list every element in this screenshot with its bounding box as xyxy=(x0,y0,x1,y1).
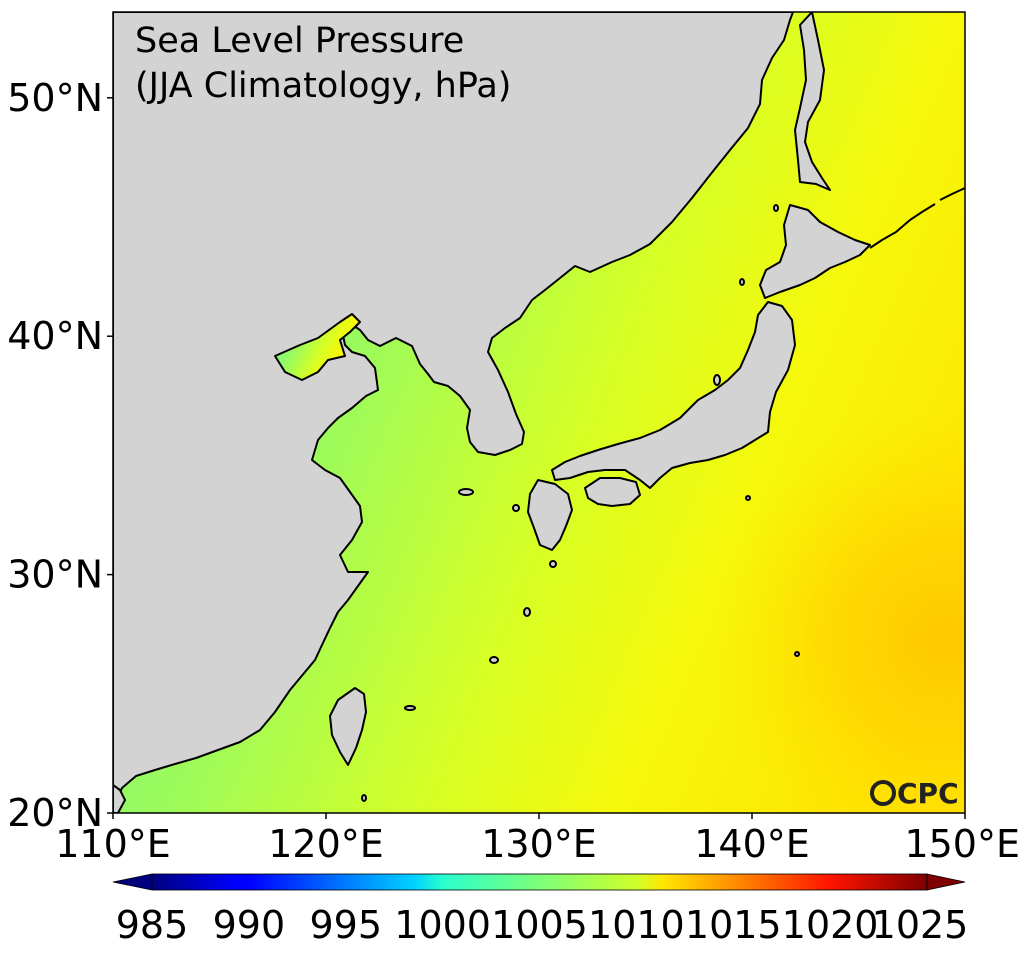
colorbar-tick-label: 1025 xyxy=(872,903,969,947)
lon-tick-label: 150°E xyxy=(904,822,1020,866)
lon-tick-label: 130°E xyxy=(481,822,597,866)
colorbar-tick-label: 1005 xyxy=(491,903,588,947)
sakhalin-island xyxy=(794,12,831,191)
colorbar-min-extension xyxy=(112,873,153,891)
colorbar-max-extension xyxy=(926,873,966,891)
cpc-logo: CPC xyxy=(870,777,959,810)
cpc-logo-text: CPC xyxy=(897,777,959,810)
lat-tick-label: 50°N xyxy=(7,76,103,120)
taiwan-island xyxy=(329,687,367,766)
small-islands xyxy=(361,204,800,802)
land-masses xyxy=(113,12,965,813)
map-title-line2: (JJA Climatology, hPa) xyxy=(135,66,511,106)
colorbar-tick-label: 985 xyxy=(116,903,189,947)
kyushu-island xyxy=(527,479,573,551)
kuril-islands xyxy=(869,187,965,249)
colorbar-gradient xyxy=(152,874,927,890)
honshu-island xyxy=(551,301,796,489)
colorbar-tick-label: 990 xyxy=(213,903,286,947)
lat-tick-label: 30°N xyxy=(7,553,103,597)
southwest-coast xyxy=(113,784,126,813)
colorbar-tick-label: 995 xyxy=(309,903,382,947)
lon-tick-label: 140°E xyxy=(694,822,810,866)
colorbar-tick-label: 1020 xyxy=(782,903,879,947)
latitude-ticks: 20°N 30°N 40°N 50°N xyxy=(7,76,113,835)
longitude-ticks: 110°E 120°E 130°E 140°E 150°E xyxy=(55,813,1020,866)
shikoku-island xyxy=(584,477,641,507)
lat-tick-label: 40°N xyxy=(7,314,103,358)
hokkaido-island xyxy=(759,204,871,299)
shandong-peninsula xyxy=(274,313,361,381)
map-title-line1: Sea Level Pressure xyxy=(135,21,464,61)
lon-tick-label: 120°E xyxy=(268,822,384,866)
lat-tick-label: 20°N xyxy=(7,791,103,835)
colorbar-tick-label: 1015 xyxy=(685,903,782,947)
asia-mainland xyxy=(113,12,794,813)
colorbar-tick-label: 1000 xyxy=(394,903,491,947)
colorbar-tick-label: 1010 xyxy=(588,903,685,947)
lon-tick-label: 110°E xyxy=(55,822,171,866)
